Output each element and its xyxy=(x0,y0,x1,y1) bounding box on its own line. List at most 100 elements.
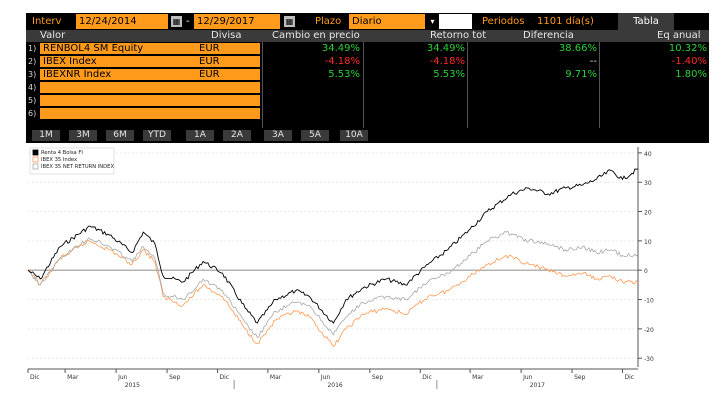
row-number: 3) xyxy=(28,70,37,79)
divisa-cell[interactable] xyxy=(196,108,260,119)
period-10a-button[interactable]: 10A xyxy=(340,130,368,141)
cambio-value: 5.53% xyxy=(328,69,360,80)
plazo-dropdown-icon[interactable]: ▾ xyxy=(427,16,438,27)
x-tick-label: Mar xyxy=(67,374,79,381)
x-tick-label: Sep xyxy=(574,374,586,381)
retorno-value: 5.53% xyxy=(433,69,465,80)
retorno-value: 34.49% xyxy=(426,43,465,54)
series-line xyxy=(27,239,639,348)
y-tick-label: 40 xyxy=(644,151,652,158)
series-layer xyxy=(27,168,639,348)
header-valor: Valor xyxy=(40,30,66,42)
table-row[interactable]: 3) IBEXNR Index EUR 5.53% 5.53% 9.71% 1.… xyxy=(26,69,709,81)
end-date-field[interactable]: 12/29/2017 xyxy=(194,14,280,29)
x-tick-label: Sep xyxy=(372,374,384,381)
x-tick-label: Jun xyxy=(117,374,128,381)
eq-anual-value: -1.40% xyxy=(671,56,707,67)
y-tick-label: 10 xyxy=(644,239,652,246)
start-calendar-icon[interactable]: ▦ xyxy=(171,16,182,27)
valor-cell[interactable] xyxy=(40,95,196,106)
divisa-cell[interactable]: EUR xyxy=(196,43,260,54)
period-buttons: 1M 3M 6M YTD 1A 2A 3A 5A 10A xyxy=(26,128,709,143)
column-divider xyxy=(599,42,600,128)
period-1m-button[interactable]: 1M xyxy=(32,130,60,141)
row-number: 2) xyxy=(28,57,37,66)
row-number: 5) xyxy=(28,96,37,105)
x-tick-label: Dic xyxy=(422,374,432,381)
legend-swatch xyxy=(32,156,39,163)
header-diferencia: Diferencia xyxy=(523,30,574,42)
chart-background xyxy=(26,143,709,390)
table-header xyxy=(26,30,709,42)
legend-box xyxy=(29,147,115,175)
x-tick-label: Dic xyxy=(30,374,40,381)
cambio-value: 34.49% xyxy=(321,43,360,54)
valor-cell[interactable]: RENBOL4 SM Equity xyxy=(40,43,196,54)
eq-anual-value: 1.80% xyxy=(675,69,707,80)
end-calendar-icon[interactable]: ▦ xyxy=(284,16,295,27)
interval-toolbar: Interv 12/24/2014 ▦ - 12/29/2017 ▦ Plazo… xyxy=(26,13,709,30)
period-3m-button[interactable]: 3M xyxy=(69,130,97,141)
diferencia-value: 38.66% xyxy=(558,43,597,54)
divisa-cell[interactable] xyxy=(196,82,260,93)
divisa-cell[interactable]: EUR xyxy=(196,69,260,80)
period-6m-button[interactable]: 6M xyxy=(106,130,134,141)
valor-cell[interactable] xyxy=(40,108,196,119)
year-label: 2016 xyxy=(327,382,342,389)
valor-cell[interactable] xyxy=(40,82,196,93)
period-ytd-button[interactable]: YTD xyxy=(143,130,171,141)
blank-field xyxy=(439,14,472,29)
period-1a-button[interactable]: 1A xyxy=(186,130,214,141)
periods-label: Periodos xyxy=(482,16,525,27)
cambio-value: -4.18% xyxy=(324,56,360,67)
legend-label: IBEX 35 Index xyxy=(41,157,77,163)
chart-canvas: 40 30 20 10 0 -10 -20 -30 Dic Mar Jun Sep Dic Mar Jun S… xyxy=(26,143,709,390)
period-5a-button[interactable]: 5A xyxy=(301,130,329,141)
legend-label: IBEX 35 NET RETURN INDEX xyxy=(41,164,114,170)
table-button[interactable]: Tabla xyxy=(618,13,674,30)
y-tick-label: 20 xyxy=(644,210,652,217)
header-retorno: Retorno tot xyxy=(430,30,487,42)
period-2a-button[interactable]: 2A xyxy=(223,130,251,141)
table-row[interactable]: 2) IBEX Index EUR -4.18% -4.18% -- -1.40… xyxy=(26,56,709,68)
diferencia-value: -- xyxy=(589,56,597,67)
table-row[interactable]: 1) RENBOL4 SM Equity EUR 34.49% 34.49% 3… xyxy=(26,43,709,55)
legend-swatch xyxy=(32,163,39,170)
legend-label: Renta 4 Bolsa FI xyxy=(41,150,83,156)
date-separator: - xyxy=(186,16,190,27)
periods-value: 1101 día(s) xyxy=(537,16,594,27)
table-row[interactable]: 4) xyxy=(26,82,709,94)
column-divider xyxy=(467,42,468,128)
divisa-cell[interactable] xyxy=(196,95,260,106)
legend-swatch xyxy=(32,149,39,156)
y-tick-label: 30 xyxy=(644,180,652,187)
series-line xyxy=(27,168,639,324)
row-number: 4) xyxy=(28,83,37,92)
plazo-select[interactable]: Diario xyxy=(349,14,425,29)
table-row[interactable]: 6) xyxy=(26,108,709,120)
header-eq-anual: Eq anual xyxy=(657,30,701,42)
row-number: 1) xyxy=(28,44,37,53)
y-tick-label: 0 xyxy=(644,268,648,275)
header-cambio: Cambio en precio xyxy=(272,30,360,42)
period-3a-button[interactable]: 3A xyxy=(264,130,292,141)
x-tick-label: Dic xyxy=(219,374,229,381)
year-label: 2015 xyxy=(125,382,140,389)
eq-anual-value: 10.32% xyxy=(668,43,707,54)
table-row[interactable]: 5) xyxy=(26,95,709,107)
valor-cell[interactable]: IBEXNR Index xyxy=(40,69,196,80)
plazo-label: Plazo xyxy=(315,16,342,27)
divisa-cell[interactable]: EUR xyxy=(196,56,260,67)
x-tick-label: Sep xyxy=(169,374,181,381)
column-divider xyxy=(262,42,263,128)
series-line xyxy=(27,230,639,339)
row-number: 6) xyxy=(28,109,37,118)
interval-label: Interv xyxy=(32,16,62,27)
x-tick-label: Dic xyxy=(624,374,634,381)
x-tick-label: Jun xyxy=(320,374,331,381)
start-date-field[interactable]: 12/24/2014 xyxy=(76,14,168,29)
valor-cell[interactable]: IBEX Index xyxy=(40,56,196,67)
diferencia-value: 9.71% xyxy=(565,69,597,80)
x-tick-label: Mar xyxy=(270,374,282,381)
